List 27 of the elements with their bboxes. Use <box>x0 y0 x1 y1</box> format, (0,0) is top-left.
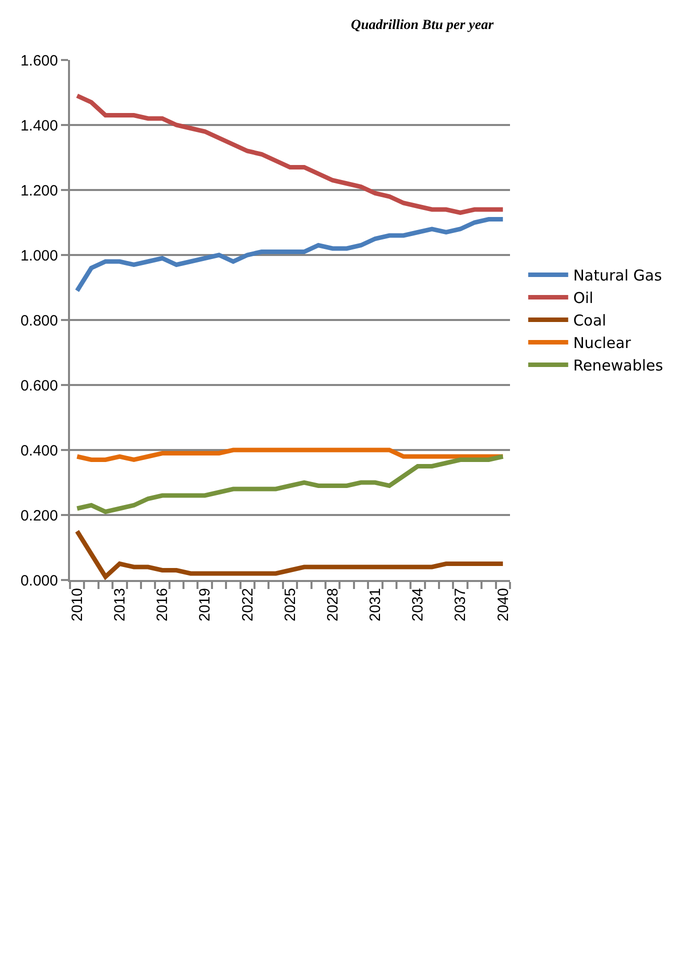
line-series <box>74 454 506 514</box>
x-tick-label: 2019 <box>196 588 214 622</box>
y-tick-label: 1.600 <box>20 52 58 70</box>
x-tick-label: 2034 <box>410 588 427 622</box>
x-tick-label: 2037 <box>452 588 470 622</box>
legend-label: Oil <box>573 289 594 308</box>
x-tick-label: 2028 <box>324 588 342 622</box>
y-tick-label: 1.400 <box>20 117 58 134</box>
y-tick-label: 0.200 <box>20 507 58 524</box>
y-tick-label: 0.000 <box>20 572 58 590</box>
chart-title: Quadrillion Btu per year <box>350 18 494 33</box>
x-tick-label: 2010 <box>68 588 86 622</box>
x-tick-label: 2031 <box>367 588 384 622</box>
y-tick-label: 0.600 <box>20 377 58 394</box>
y-tick-label: 1.200 <box>20 182 58 200</box>
y-tick-label: 1.000 <box>20 247 58 264</box>
x-tick-label: 2013 <box>112 588 129 622</box>
legend-label: Nuclear <box>573 334 632 352</box>
x-tick-label: 2022 <box>239 588 256 622</box>
y-tick-label: 0.400 <box>20 442 58 460</box>
legend-label: Natural Gas <box>573 266 662 285</box>
x-tick-label: 2040 <box>494 588 512 622</box>
legend-label: Renewables <box>573 356 664 375</box>
y-tick-label: 0.800 <box>20 312 58 330</box>
legend-label: Coal <box>573 312 606 330</box>
x-tick-label: 2025 <box>282 588 299 622</box>
x-tick-label: 2016 <box>154 588 172 622</box>
